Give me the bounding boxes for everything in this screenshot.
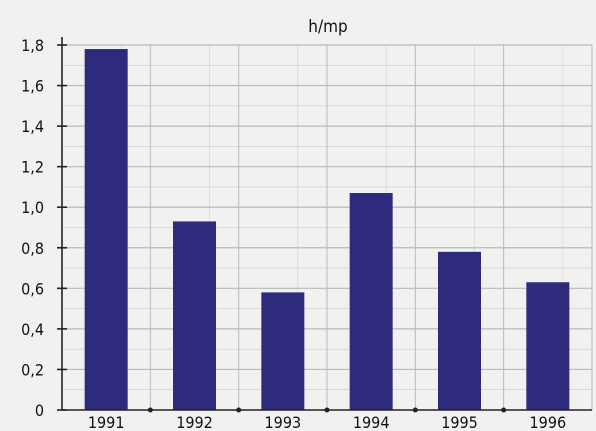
x-tick-label: 1995 xyxy=(441,413,478,431)
y-tick-label: 1,2 xyxy=(21,158,44,177)
y-tick-label: 0,6 xyxy=(21,279,44,298)
x-tick-label: 1996 xyxy=(530,413,567,431)
y-tick-label: 1,4 xyxy=(21,117,44,136)
axes xyxy=(57,37,592,413)
chart-title: h/mp xyxy=(308,17,347,37)
x-tick-label: 1991 xyxy=(88,413,125,431)
y-tick-labels: 0 0,2 0,4 0,6 0,8 1,0 1,2 1,4 1,6 1,8 xyxy=(21,36,44,420)
y-tick-label: 1,6 xyxy=(21,77,44,96)
x-tick xyxy=(412,407,418,413)
bar-1991 xyxy=(84,49,128,411)
grid xyxy=(62,44,593,410)
x-tick xyxy=(324,407,330,413)
bar-1993 xyxy=(261,292,305,410)
y-tick-label: 0 xyxy=(35,401,44,420)
bars xyxy=(84,49,570,411)
bar-1995 xyxy=(438,251,481,410)
y-tick-label: 1,0 xyxy=(21,198,44,217)
y-tick-label: 0,4 xyxy=(21,320,44,339)
x-tick xyxy=(501,407,507,413)
x-tick-labels: 1991 1992 1993 1994 1995 1996 xyxy=(88,413,566,431)
bar-1996 xyxy=(526,282,570,410)
x-tick-label: 1992 xyxy=(176,413,213,431)
bar-1994 xyxy=(349,193,393,410)
x-tick xyxy=(236,407,242,413)
x-tick-label: 1993 xyxy=(265,413,302,431)
y-tick-label: 0,2 xyxy=(21,360,44,379)
y-tick-label: 1,8 xyxy=(21,36,44,55)
y-tick-label: 0,8 xyxy=(21,239,44,258)
bar-1992 xyxy=(173,221,216,410)
x-tick-label: 1994 xyxy=(353,413,390,431)
x-tick xyxy=(147,407,153,413)
